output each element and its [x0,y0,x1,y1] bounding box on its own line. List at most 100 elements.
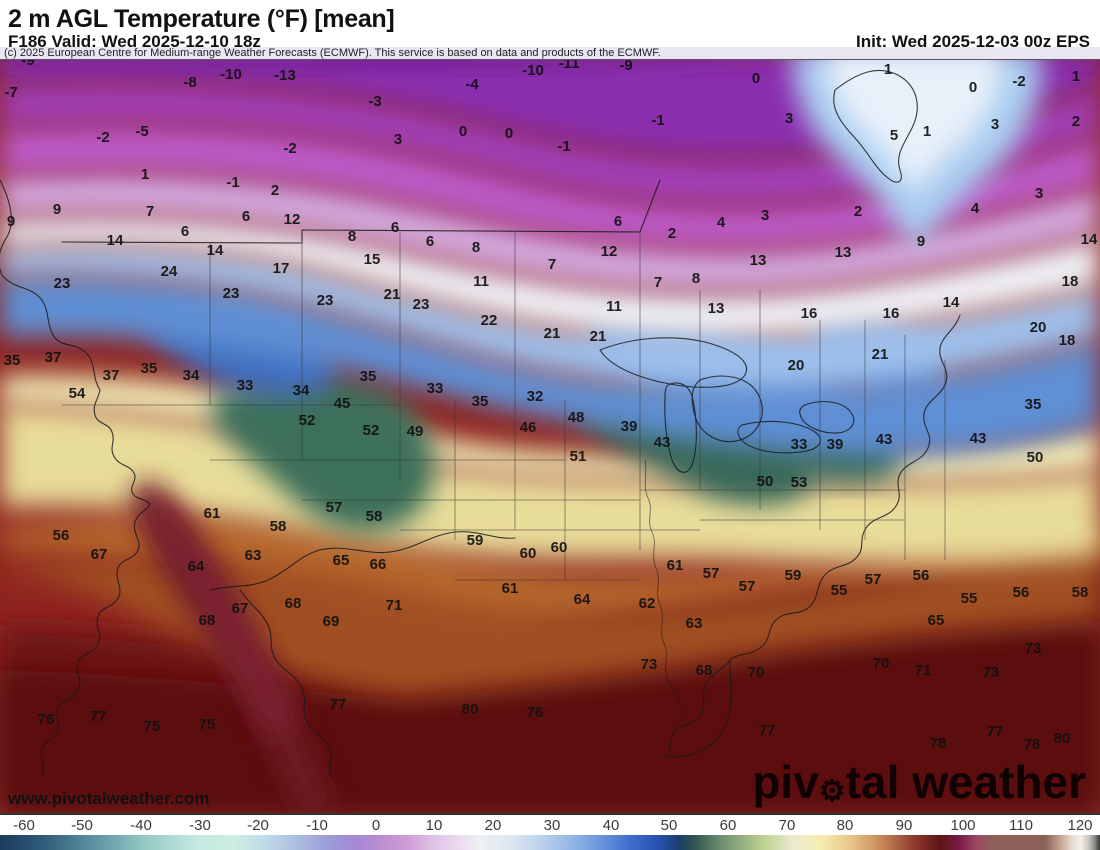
svg-text:11: 11 [473,273,489,290]
svg-text:1: 1 [1072,68,1080,85]
svg-text:2: 2 [854,203,862,220]
svg-text:45: 45 [334,395,351,412]
svg-text:56: 56 [53,527,70,544]
svg-text:12: 12 [284,211,301,228]
svg-text:0: 0 [459,123,467,140]
svg-text:65: 65 [928,612,945,629]
svg-text:69: 69 [323,613,340,630]
svg-text:14: 14 [107,232,124,249]
svg-text:33: 33 [427,380,444,397]
svg-text:37: 37 [103,367,120,384]
svg-text:3: 3 [761,207,769,224]
svg-text:14: 14 [1081,231,1098,248]
svg-text:13: 13 [835,244,852,261]
svg-text:56: 56 [1013,584,1030,601]
svg-text:62: 62 [639,595,656,612]
svg-text:76: 76 [527,704,544,721]
svg-text:4: 4 [971,200,980,217]
svg-text:66: 66 [370,556,387,573]
svg-text:57: 57 [703,565,720,582]
svg-text:33: 33 [237,377,254,394]
svg-text:37: 37 [45,349,62,366]
svg-text:34: 34 [293,382,310,399]
svg-text:61: 61 [667,557,684,574]
svg-text:57: 57 [739,578,756,595]
svg-text:13: 13 [708,300,725,317]
svg-text:1: 1 [141,166,149,183]
svg-text:54: 54 [69,385,86,402]
svg-text:6: 6 [391,219,399,236]
svg-text:68: 68 [696,662,713,679]
svg-text:23: 23 [54,275,71,292]
svg-text:2: 2 [668,225,676,242]
svg-text:75: 75 [144,718,161,735]
svg-text:14: 14 [207,242,224,259]
svg-text:64: 64 [188,558,205,575]
svg-text:50: 50 [1027,449,1044,466]
svg-text:56: 56 [913,567,930,584]
svg-text:22: 22 [481,312,498,329]
svg-text:32: 32 [527,388,544,405]
svg-text:24: 24 [161,263,178,280]
svg-text:0: 0 [969,79,977,96]
svg-text:-1: -1 [557,138,570,155]
svg-text:61: 61 [502,580,519,597]
svg-text:58: 58 [270,518,287,535]
svg-text:-11: -11 [559,60,580,72]
svg-text:43: 43 [970,430,987,447]
svg-text:17: 17 [273,260,290,277]
svg-text:46: 46 [520,419,537,436]
svg-text:77: 77 [90,708,107,725]
svg-text:6: 6 [242,208,250,225]
svg-text:21: 21 [384,286,401,303]
svg-text:55: 55 [831,582,848,599]
svg-text:35: 35 [472,393,489,410]
svg-text:57: 57 [865,571,882,588]
svg-text:3: 3 [785,110,793,127]
svg-text:59: 59 [785,567,802,584]
svg-text:-3: -3 [368,93,381,110]
svg-text:8: 8 [348,228,356,245]
svg-text:43: 43 [876,431,893,448]
svg-text:1: 1 [884,61,892,78]
svg-text:35: 35 [141,360,158,377]
svg-text:9: 9 [917,233,925,250]
svg-text:77: 77 [987,723,1004,740]
svg-text:60: 60 [520,545,537,562]
svg-text:-10: -10 [522,62,544,79]
svg-text:53: 53 [791,474,808,491]
svg-text:14: 14 [943,294,960,311]
svg-text:3: 3 [1035,185,1043,202]
svg-text:60: 60 [551,539,568,556]
svg-text:34: 34 [183,367,200,384]
svg-text:13: 13 [750,252,767,269]
svg-text:58: 58 [1072,584,1089,601]
svg-text:63: 63 [686,615,703,632]
svg-text:9: 9 [53,201,61,218]
svg-text:43: 43 [654,434,671,451]
svg-text:0: 0 [752,70,760,87]
svg-text:18: 18 [1059,332,1076,349]
svg-text:80: 80 [462,701,479,718]
svg-text:7: 7 [654,274,662,291]
svg-text:35: 35 [1025,396,1042,413]
svg-text:-9: -9 [21,60,34,69]
svg-text:77: 77 [759,722,776,739]
svg-text:1: 1 [923,123,931,140]
svg-text:33: 33 [791,436,808,453]
svg-text:78: 78 [1024,736,1041,753]
svg-text:73: 73 [1025,640,1042,657]
svg-text:48: 48 [568,409,585,426]
svg-text:67: 67 [232,600,249,617]
svg-text:50: 50 [757,473,774,490]
svg-text:-2: -2 [283,140,296,157]
svg-text:57: 57 [326,499,343,516]
svg-text:70: 70 [748,664,765,681]
svg-text:-10: -10 [220,66,242,83]
svg-text:51: 51 [570,448,587,465]
svg-text:55: 55 [961,590,978,607]
svg-text:49: 49 [407,423,424,440]
svg-text:52: 52 [299,412,316,429]
svg-text:12: 12 [601,243,618,260]
svg-text:3: 3 [991,116,999,133]
